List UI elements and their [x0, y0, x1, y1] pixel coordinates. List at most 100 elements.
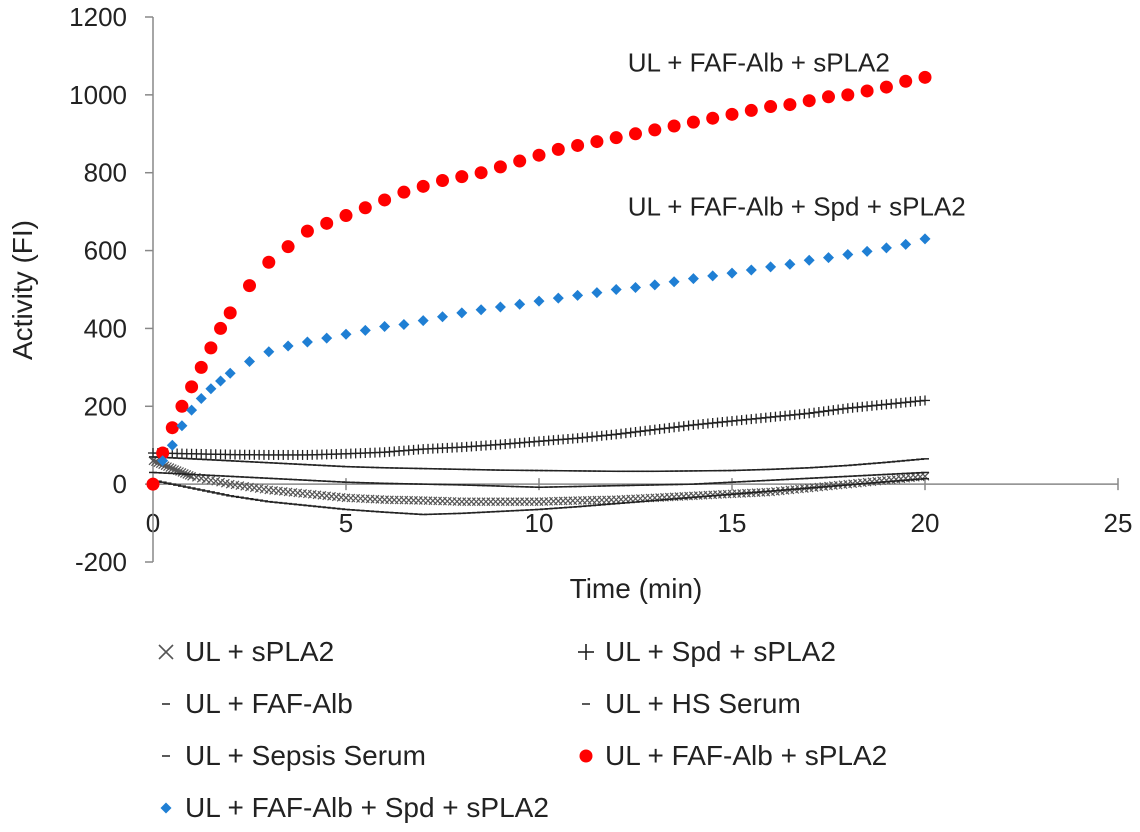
- data-point: [802, 94, 816, 108]
- data-point: [262, 255, 276, 269]
- data-point: [170, 465, 180, 474]
- data-point: [861, 245, 873, 257]
- series-0: [148, 456, 930, 507]
- x-tick-label: 10: [525, 508, 554, 538]
- x-stroke: [216, 477, 225, 487]
- legend-marker-icon: [160, 802, 172, 814]
- x-stroke: [184, 470, 194, 480]
- x-stroke: [259, 484, 269, 494]
- x-stroke: [167, 464, 177, 473]
- data-point: [919, 233, 931, 245]
- x-stroke: [302, 489, 312, 499]
- data-point: [416, 179, 430, 193]
- data-point: [244, 356, 255, 368]
- legend-item: UL + Spd + sPLA2: [575, 636, 836, 668]
- annotation-label: UL + FAF-Alb + sPLA2: [628, 48, 890, 78]
- data-point: [204, 341, 218, 355]
- y-tick-label: 800: [84, 158, 127, 188]
- data-point: [725, 107, 739, 121]
- legend: UL + sPLA2 UL + Spd + sPLA2 UL + FAF-Alb UL…: [155, 636, 1115, 826]
- data-point: [590, 135, 604, 149]
- data-point: [176, 420, 188, 432]
- data-point: [282, 340, 294, 352]
- legend-item: UL + FAF-Alb + sPLA2: [575, 740, 887, 772]
- x-stroke: [264, 485, 274, 495]
- x-stroke: [245, 482, 254, 492]
- x-stroke: [240, 481, 250, 491]
- data-point: [417, 315, 429, 327]
- data-point: [764, 100, 778, 114]
- x-tick-label: 15: [718, 508, 747, 538]
- data-point: [166, 439, 178, 451]
- y-tick-label: 600: [84, 236, 127, 266]
- legend-item: UL + FAF-Alb + Spd + sPLA2: [155, 792, 549, 824]
- data-point: [765, 261, 777, 273]
- data-point: [378, 193, 392, 207]
- data-point: [609, 131, 623, 145]
- data-point: [860, 84, 874, 98]
- data-point: [532, 148, 546, 162]
- data-point: [215, 375, 227, 387]
- data-point: [513, 154, 527, 168]
- x-stroke: [298, 488, 307, 498]
- axes: [152, 17, 1118, 562]
- data-point: [572, 289, 584, 301]
- data-point: [745, 264, 757, 276]
- legend-marker-icon: [158, 644, 174, 660]
- data-point: [822, 90, 835, 104]
- x-stroke: [254, 484, 264, 493]
- data-point: [493, 160, 507, 174]
- data-point: [667, 119, 681, 133]
- x-stroke: [211, 476, 221, 486]
- y-tick-label: 1200: [69, 2, 127, 32]
- x-stroke: [235, 481, 245, 491]
- data-point: [899, 74, 913, 88]
- legend-label: UL + HS Serum: [605, 688, 801, 719]
- data-point: [301, 336, 313, 348]
- data-point: [150, 457, 160, 467]
- data-point: [398, 319, 410, 331]
- x-stroke: [148, 456, 158, 466]
- data-point: [706, 111, 720, 125]
- data-point: [263, 346, 275, 358]
- data-point: [629, 127, 642, 141]
- x-stroke: [317, 490, 327, 500]
- y-axis-ticks: -200 0 200 400 600 800 1000 1200: [69, 2, 153, 577]
- legend-label: UL + sPLA2: [185, 636, 335, 667]
- legend-marker: [579, 749, 593, 763]
- x-stroke: [206, 475, 216, 485]
- x-stroke: [274, 486, 283, 496]
- series-6: [157, 233, 931, 467]
- x-stroke: [220, 478, 230, 488]
- legend-label: UL + Spd + sPLA2: [605, 636, 836, 667]
- data-point: [455, 170, 469, 184]
- x-stroke: [177, 468, 187, 477]
- data-point: [668, 276, 680, 288]
- data-point: [648, 123, 662, 137]
- data-point: [165, 463, 175, 473]
- x-stroke: [269, 486, 279, 495]
- chart-svg: -200 0 200 400 600 800 1000 1200 0 5 10 15 20 25 UL …: [7, 2, 1132, 604]
- x-stroke: [331, 492, 341, 502]
- data-point: [687, 273, 699, 285]
- y-tick-label: 0: [113, 469, 127, 499]
- x-stroke: [307, 489, 317, 499]
- data-point: [340, 328, 352, 340]
- annotation-label: UL + FAF-Alb + Spd + sPLA2: [628, 192, 966, 222]
- data-point: [841, 88, 855, 102]
- data-point: [156, 446, 170, 460]
- x-stroke: [163, 462, 172, 472]
- annotations: UL + FAF-Alb + sPLA2 UL + FAF-Alb + Spd +…: [628, 48, 966, 222]
- y-axis-title: Activity (FI): [7, 220, 38, 360]
- y-tick-label: -200: [75, 547, 127, 577]
- series-1: [148, 395, 930, 460]
- x-stroke: [288, 487, 298, 497]
- legend-marker-icon: [582, 703, 590, 705]
- data-point: [320, 216, 334, 230]
- legend-marker-icon: [579, 749, 593, 763]
- data-point: [591, 287, 603, 299]
- data-point: [686, 115, 700, 129]
- data-point: [281, 240, 295, 254]
- data-point: [224, 367, 236, 379]
- data-point: [379, 320, 391, 332]
